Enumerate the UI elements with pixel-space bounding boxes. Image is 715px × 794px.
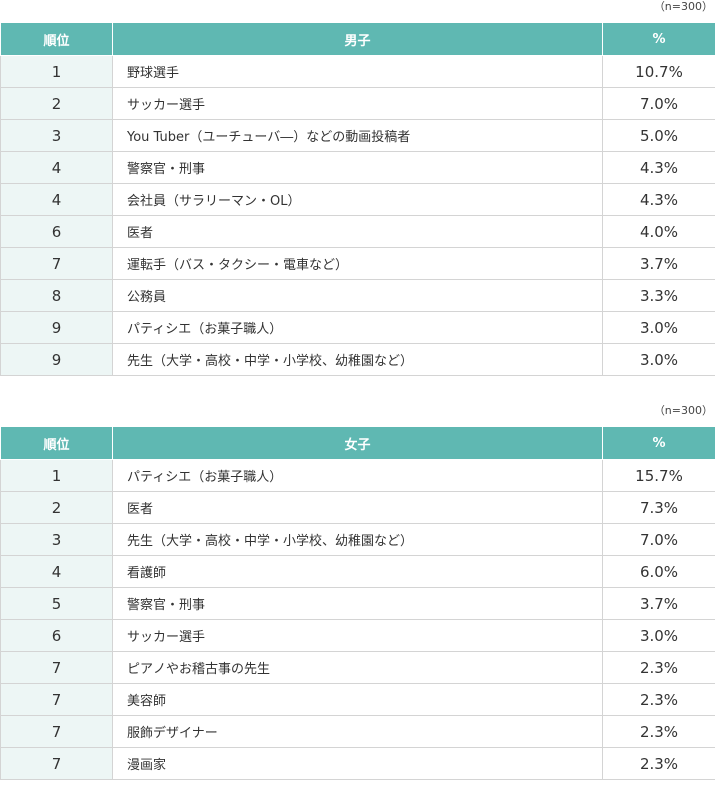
job-cell: 医者: [112, 491, 603, 524]
percent-cell: 2.3%: [602, 651, 715, 684]
table-row: 2 医者 7.3%: [0, 491, 715, 524]
percent-cell: 3.7%: [602, 247, 715, 280]
table-row: 1 野球選手 10.7%: [0, 55, 715, 88]
table-row: 2 サッカー選手 7.0%: [0, 87, 715, 120]
boys-table-body: 1 野球選手 10.7% 2 サッカー選手 7.0% 3 You Tuber（ユーチューバ―）…: [0, 55, 715, 376]
table-row: 7 漫画家 2.3%: [0, 747, 715, 780]
percent-cell: 2.3%: [602, 683, 715, 716]
percent-cell: 4.0%: [602, 215, 715, 248]
rank-cell: 1: [0, 55, 113, 88]
table-row: 5 警察官・刑事 3.7%: [0, 587, 715, 620]
table-row: 9 先生（大学・高校・中学・小学校、幼稚園など） 3.0%: [0, 343, 715, 376]
rank-cell: 7: [0, 747, 113, 780]
rank-cell: 7: [0, 683, 113, 716]
rank-cell: 6: [0, 215, 113, 248]
table-row: 4 看護師 6.0%: [0, 555, 715, 588]
job-column-header: 男子: [112, 22, 603, 56]
percent-cell: 3.0%: [602, 311, 715, 344]
job-cell: ピアノやお稽古事の先生: [112, 651, 603, 684]
job-cell: サッカー選手: [112, 619, 603, 652]
percent-cell: 3.0%: [602, 343, 715, 376]
boys-ranking-table: 順位 男子 % 1 野球選手 10.7% 2 サッカー選手 7.0% 3 You Tuber（…: [0, 22, 715, 376]
rank-cell: 3: [0, 119, 113, 152]
percent-cell: 5.0%: [602, 119, 715, 152]
table-row: 7 美容師 2.3%: [0, 683, 715, 716]
rank-cell: 3: [0, 523, 113, 556]
sample-size-note: （n=300）: [653, 404, 713, 417]
rank-cell: 9: [0, 311, 113, 344]
job-cell: 看護師: [112, 555, 603, 588]
rank-cell: 8: [0, 279, 113, 312]
table-row: 8 公務員 3.3%: [0, 279, 715, 312]
rank-cell: 2: [0, 491, 113, 524]
rank-cell: 7: [0, 715, 113, 748]
table-row: 6 サッカー選手 3.0%: [0, 619, 715, 652]
job-cell: 警察官・刑事: [112, 151, 603, 184]
table-row: 9 パティシエ（お菓子職人） 3.0%: [0, 311, 715, 344]
rank-cell: 7: [0, 247, 113, 280]
job-cell: 運転手（バス・タクシー・電車など）: [112, 247, 603, 280]
job-cell: You Tuber（ユーチューバ―）などの動画投稿者: [112, 119, 603, 152]
job-cell: 先生（大学・高校・中学・小学校、幼稚園など）: [112, 523, 603, 556]
table-row: 7 服飾デザイナー 2.3%: [0, 715, 715, 748]
rank-column-header: 順位: [0, 426, 113, 460]
job-cell: 医者: [112, 215, 603, 248]
table-row: 4 会社員（サラリーマン・OL） 4.3%: [0, 183, 715, 216]
rank-cell: 1: [0, 459, 113, 492]
job-cell: 先生（大学・高校・中学・小学校、幼稚園など）: [112, 343, 603, 376]
table-row: 6 医者 4.0%: [0, 215, 715, 248]
percent-cell: 6.0%: [602, 555, 715, 588]
percent-cell: 7.0%: [602, 523, 715, 556]
girls-ranking-section: （n=300） 順位 女子 % 1 パティシエ（お菓子職人） 15.7% 2 医者 7.3…: [0, 404, 715, 780]
job-cell: パティシエ（お菓子職人）: [112, 311, 603, 344]
percent-column-header: %: [602, 426, 715, 460]
table-row: 3 You Tuber（ユーチューバ―）などの動画投稿者 5.0%: [0, 119, 715, 152]
job-cell: サッカー選手: [112, 87, 603, 120]
table-row: 7 運転手（バス・タクシー・電車など） 3.7%: [0, 247, 715, 280]
rank-column-header: 順位: [0, 22, 113, 56]
job-cell: 公務員: [112, 279, 603, 312]
job-cell: 服飾デザイナー: [112, 715, 603, 748]
girls-table-body: 1 パティシエ（お菓子職人） 15.7% 2 医者 7.3% 3 先生（大学・高校・中学・小学…: [0, 459, 715, 780]
percent-cell: 4.3%: [602, 151, 715, 184]
table-header-row: 順位 男子 %: [0, 22, 715, 56]
job-cell: 警察官・刑事: [112, 587, 603, 620]
percent-cell: 7.3%: [602, 491, 715, 524]
rank-cell: 4: [0, 555, 113, 588]
table-row: 4 警察官・刑事 4.3%: [0, 151, 715, 184]
percent-cell: 2.3%: [602, 715, 715, 748]
rank-cell: 2: [0, 87, 113, 120]
job-cell: 漫画家: [112, 747, 603, 780]
job-cell: パティシエ（お菓子職人）: [112, 459, 603, 492]
percent-column-header: %: [602, 22, 715, 56]
boys-ranking-section: （n=300） 順位 男子 % 1 野球選手 10.7% 2 サッカー選手 7.0% 3 Yo…: [0, 0, 715, 376]
job-cell: 美容師: [112, 683, 603, 716]
table-row: 7 ピアノやお稽古事の先生 2.3%: [0, 651, 715, 684]
table-row: 1 パティシエ（お菓子職人） 15.7%: [0, 459, 715, 492]
rank-cell: 6: [0, 619, 113, 652]
rank-cell: 4: [0, 151, 113, 184]
job-cell: 会社員（サラリーマン・OL）: [112, 183, 603, 216]
percent-cell: 4.3%: [602, 183, 715, 216]
percent-cell: 2.3%: [602, 747, 715, 780]
rank-cell: 7: [0, 651, 113, 684]
job-column-header: 女子: [112, 426, 603, 460]
girls-ranking-table: 順位 女子 % 1 パティシエ（お菓子職人） 15.7% 2 医者 7.3% 3 先生（大学・…: [0, 426, 715, 780]
percent-cell: 10.7%: [602, 55, 715, 88]
rank-cell: 4: [0, 183, 113, 216]
percent-cell: 3.3%: [602, 279, 715, 312]
percent-cell: 15.7%: [602, 459, 715, 492]
job-cell: 野球選手: [112, 55, 603, 88]
percent-cell: 7.0%: [602, 87, 715, 120]
rank-cell: 9: [0, 343, 113, 376]
table-header-row: 順位 女子 %: [0, 426, 715, 460]
percent-cell: 3.0%: [602, 619, 715, 652]
percent-cell: 3.7%: [602, 587, 715, 620]
table-row: 3 先生（大学・高校・中学・小学校、幼稚園など） 7.0%: [0, 523, 715, 556]
rank-cell: 5: [0, 587, 113, 620]
sample-size-note: （n=300）: [653, 0, 713, 13]
